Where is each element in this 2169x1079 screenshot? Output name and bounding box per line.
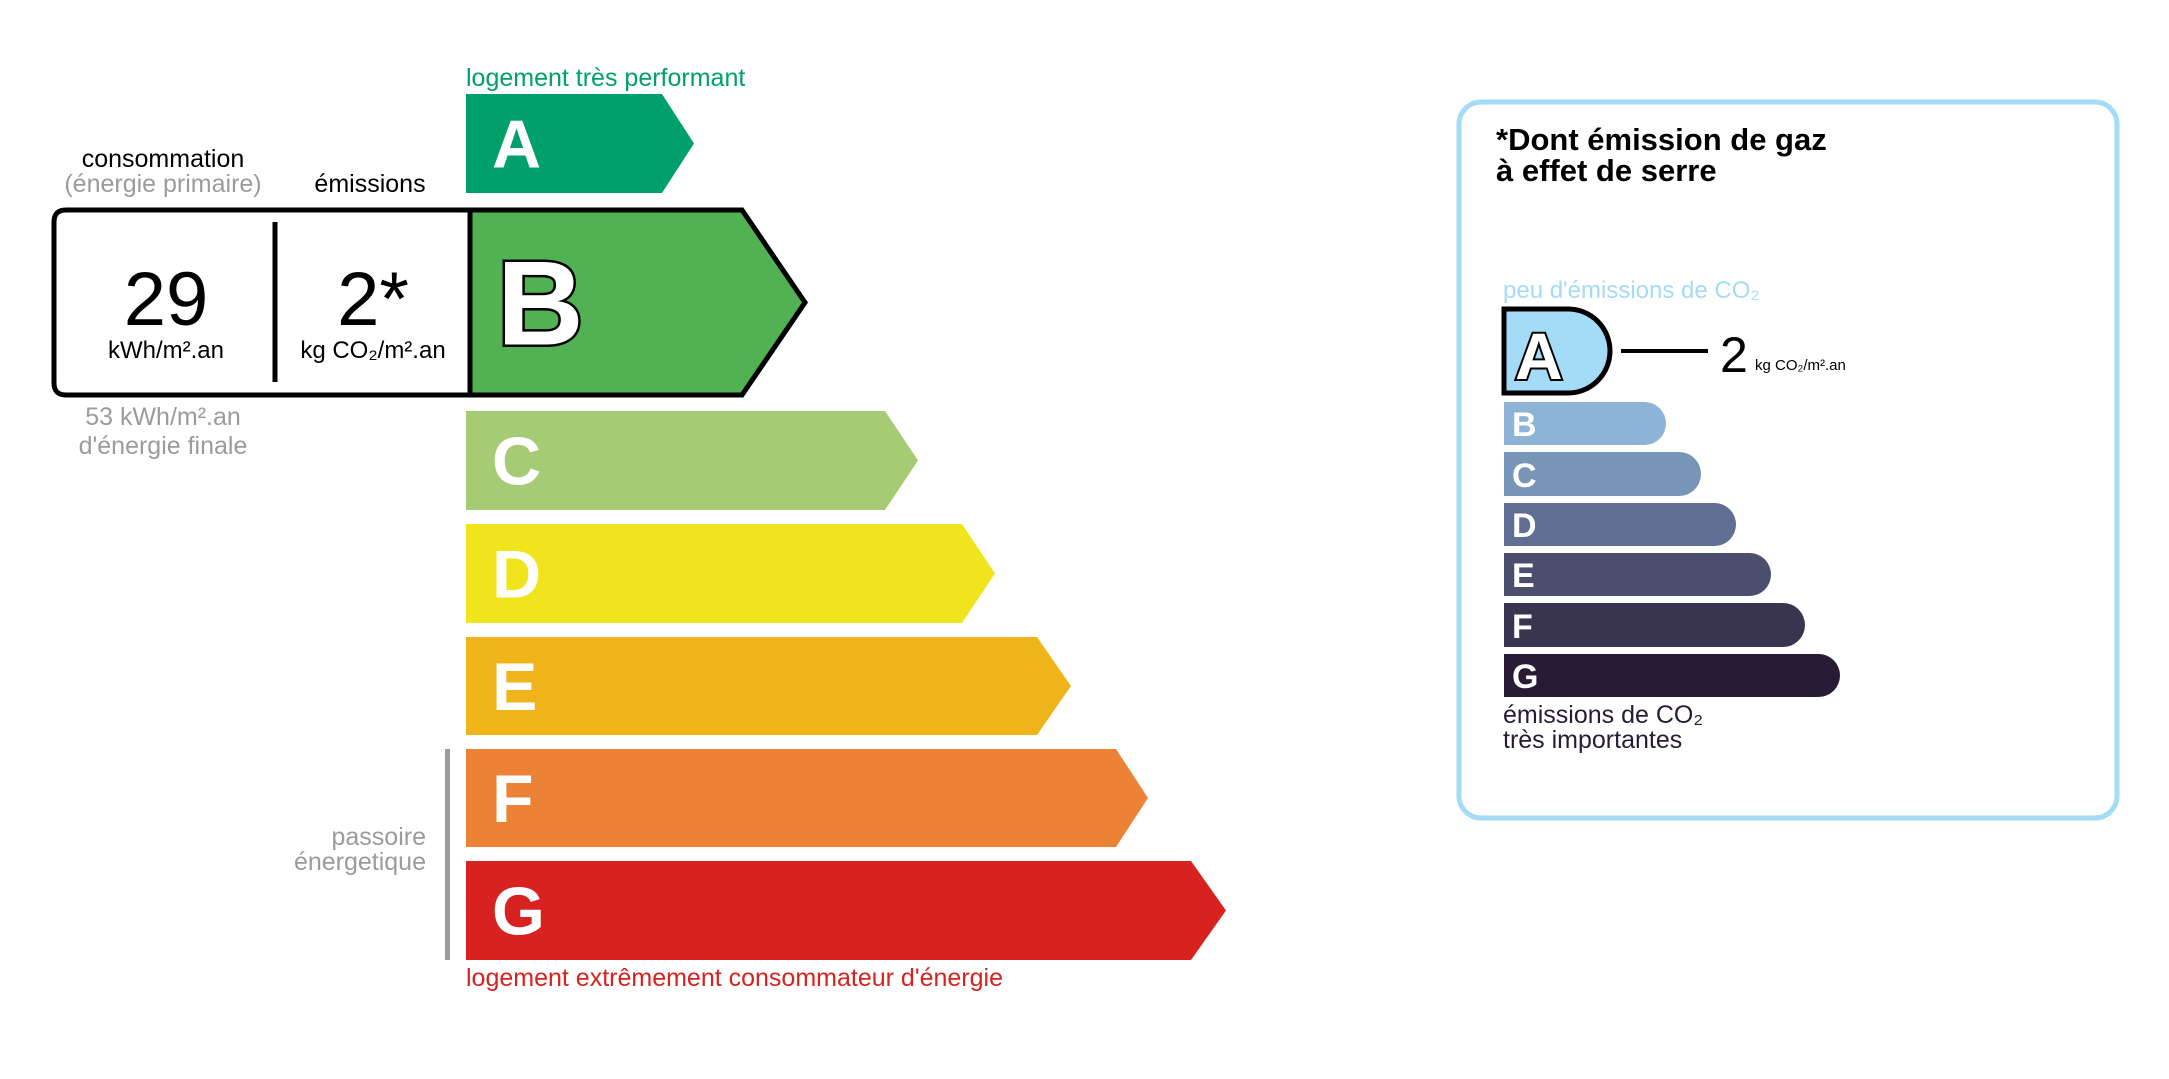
passoire-label-line2: énergetique xyxy=(294,848,426,876)
consumption-value: 29 xyxy=(124,257,209,342)
energy-class-a-bar xyxy=(466,94,694,193)
ghg-class-f-letter: F xyxy=(1512,608,1533,646)
energy-class-c-letter: C xyxy=(492,424,541,500)
ghg-bottom-label-line1: émissions de CO₂ xyxy=(1503,701,1703,729)
energy-bottom-label: logement extrêmement consommateur d'éner… xyxy=(466,964,1003,992)
ghg-class-c-bar xyxy=(1504,452,1701,496)
energy-class-e-letter: E xyxy=(492,649,537,725)
energy-top-label: logement très performant xyxy=(466,64,745,92)
emissions-title: émissions xyxy=(314,170,425,198)
readout-box xyxy=(51,207,473,398)
ghg-class-f-bar xyxy=(1504,603,1805,647)
consumption-title: consommation xyxy=(82,145,245,173)
energy-class-f-bar xyxy=(466,749,1148,847)
final-energy-line2: d'énergie finale xyxy=(79,432,248,460)
ghg-class-e-bar xyxy=(1504,553,1771,596)
ghg-class-a-bar xyxy=(1501,306,1613,396)
ghg-bottom-label-line2: très importantes xyxy=(1503,726,1682,754)
ghg-class-g-letter: G xyxy=(1512,658,1538,696)
emissions-value: 2* xyxy=(337,257,409,342)
energy-class-b-letter: B xyxy=(497,237,584,371)
ghg-class-g-bar xyxy=(1504,654,1840,697)
energy-class-f-letter: F xyxy=(492,761,534,837)
passoire-bracket xyxy=(445,749,450,960)
energy-class-g-letter: G xyxy=(492,874,545,950)
ghg-class-d-bar xyxy=(1504,503,1736,546)
passoire-label-line1: passoire xyxy=(332,823,427,851)
ghg-class-b-letter: B xyxy=(1512,406,1537,444)
ghg-title-line2: à effet de serre xyxy=(1496,153,1717,188)
energy-class-d-letter: D xyxy=(492,537,541,613)
ghg-class-a-letter: A xyxy=(1515,319,1563,393)
ghg-value: 2 xyxy=(1720,327,1748,383)
consumption-subtitle: (énergie primaire) xyxy=(64,170,261,198)
ghg-top-label: peu d'émissions de CO₂ xyxy=(1503,277,1760,304)
consumption-unit: kWh/m².an xyxy=(108,337,224,364)
ghg-title-line1: *Dont émission de gaz xyxy=(1496,122,1827,157)
ghg-class-b-bar xyxy=(1504,402,1666,445)
energy-class-d-bar xyxy=(466,524,995,623)
ghg-class-c-letter: C xyxy=(1512,457,1537,495)
energy-class-a-letter: A xyxy=(492,107,541,183)
emissions-unit: kg CO₂/m².an xyxy=(300,337,445,364)
energy-class-e-bar xyxy=(466,637,1071,735)
ghg-unit: kg CO₂/m².an xyxy=(1755,357,1846,374)
energy-class-c-bar xyxy=(466,411,918,510)
ghg-class-d-letter: D xyxy=(1512,507,1537,545)
final-energy-line1: 53 kWh/m².an xyxy=(85,403,241,431)
ghg-class-e-letter: E xyxy=(1512,557,1535,595)
energy-class-g-bar xyxy=(466,861,1226,960)
